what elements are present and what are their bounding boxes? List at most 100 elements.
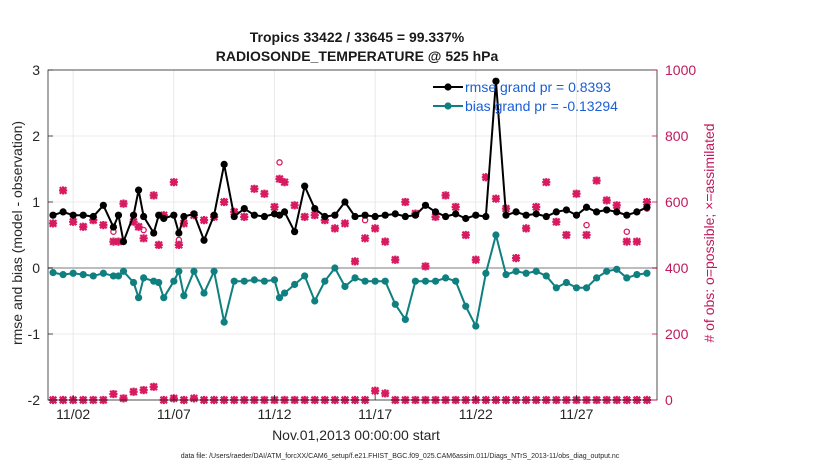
obs-assimilated-point xyxy=(562,230,571,240)
chart-title-line1: Tropics 33422 / 33645 = 99.337% xyxy=(250,29,465,45)
bias-point xyxy=(275,294,284,302)
bias-point xyxy=(175,267,183,275)
obs-assimilated-point xyxy=(169,178,178,187)
bias-point xyxy=(341,282,349,291)
rmse-point xyxy=(462,214,470,223)
bias-point xyxy=(69,269,77,277)
legend-bias-label: bias grand pr = -0.13294 xyxy=(465,98,618,114)
bias-point xyxy=(351,274,359,282)
series-bias xyxy=(49,231,651,330)
rmse-point xyxy=(260,212,269,221)
obs-assimilated-point xyxy=(441,191,450,200)
obs-assimilated-point xyxy=(275,174,284,183)
rmse-point xyxy=(170,211,178,219)
x-tick-label: 11/07 xyxy=(157,406,191,422)
bias-point xyxy=(371,277,379,285)
obs-assimilated-point xyxy=(612,201,621,210)
bias-point xyxy=(532,267,540,275)
obs-assimilated-point xyxy=(491,194,501,203)
legend: rmse grand pr = 0.8393 bias grand pr = -… xyxy=(433,79,618,114)
bias-point xyxy=(442,274,450,282)
obs-assimilated-point xyxy=(511,254,521,263)
legend-rmse-marker xyxy=(444,83,452,91)
rmse-point xyxy=(59,208,67,216)
bias-point xyxy=(482,269,490,277)
rmse-point xyxy=(109,223,118,231)
bias-point xyxy=(502,271,510,279)
obs-assimilated-point xyxy=(89,216,98,225)
rmse-point xyxy=(371,212,379,221)
plot-area xyxy=(48,70,657,400)
rmse-point xyxy=(492,77,500,85)
obs-zero-assimilated-point xyxy=(119,394,128,403)
bias-point xyxy=(431,277,440,285)
obs-zero-assimilated-point xyxy=(149,382,158,391)
y-left-tick-label: 3 xyxy=(32,62,40,78)
rmse-point xyxy=(452,210,460,218)
bias-point xyxy=(472,322,480,330)
obs-assimilated-point xyxy=(622,237,631,246)
bias-point xyxy=(593,274,601,282)
x-tick-label: 11/22 xyxy=(459,406,493,422)
rmse-point xyxy=(552,208,560,216)
obs-assimilated-point xyxy=(109,237,118,246)
obs-possible-point xyxy=(623,228,631,235)
rmse-point xyxy=(280,208,289,216)
bias-point xyxy=(452,277,460,285)
rmse-point xyxy=(341,198,349,206)
bias-point xyxy=(361,277,369,285)
obs-assimilated-point xyxy=(134,222,143,231)
obs-assimilated-point xyxy=(290,201,299,210)
rmse-point xyxy=(522,211,530,219)
legend-bias-marker xyxy=(444,102,452,110)
rmse-point xyxy=(89,212,97,221)
obs-assimilated-point xyxy=(179,219,188,228)
obs-assimilated-point xyxy=(572,189,581,198)
bias-point xyxy=(321,277,329,285)
obs-assimilated-point xyxy=(300,212,309,221)
rmse-point xyxy=(190,210,198,218)
bias-point xyxy=(89,272,97,280)
obs-assimilated-point xyxy=(139,234,148,243)
x-tick-label: 11/02 xyxy=(56,406,90,422)
obs-assimilated-point xyxy=(250,184,259,193)
x-tick-label: 11/27 xyxy=(559,406,593,422)
obs-assimilated-point xyxy=(48,219,58,228)
x-axis-label: Nov.01,2013 00:00:00 start xyxy=(272,427,440,443)
plot-frame xyxy=(47,69,658,401)
obs-assimilated-point xyxy=(270,202,279,212)
rmse-point xyxy=(180,212,188,221)
obs-assimilated-point xyxy=(220,197,229,207)
obs-assimilated-point xyxy=(582,230,591,240)
y-left-tick-label: 0 xyxy=(32,260,40,276)
rmse-point xyxy=(311,205,319,213)
bias-point xyxy=(603,267,611,275)
rmse-point xyxy=(140,212,148,221)
rmse-point xyxy=(134,186,143,194)
obs-assimilated-point xyxy=(391,255,400,264)
rmse-point xyxy=(150,229,158,237)
obs-assimilated-point xyxy=(522,224,531,233)
obs-assimilated-point xyxy=(542,178,551,187)
obs-assimilated-point xyxy=(310,211,319,220)
rmse-point xyxy=(542,212,550,221)
bias-point xyxy=(230,277,238,285)
rmse-point xyxy=(79,211,87,219)
bias-point xyxy=(633,271,641,279)
obs-assimilated-point xyxy=(471,255,480,264)
y-right-tick-label: 400 xyxy=(665,260,689,276)
bias-point xyxy=(522,269,530,277)
obs-assimilated-point xyxy=(592,176,601,185)
bias-point xyxy=(170,277,178,285)
obs-assimilated-point xyxy=(602,196,611,205)
rmse-point xyxy=(160,214,168,223)
obs-assimilated-point xyxy=(149,191,158,200)
rmse-point xyxy=(532,210,540,218)
obs-assimilated-point xyxy=(79,222,88,231)
series-obs_assimilated xyxy=(48,173,652,271)
bias-point xyxy=(552,284,560,292)
y-left-tick-label: -2 xyxy=(28,392,41,408)
obs-assimilated-point xyxy=(119,199,128,208)
rmse-point xyxy=(572,211,581,219)
rmse-point xyxy=(69,211,77,219)
